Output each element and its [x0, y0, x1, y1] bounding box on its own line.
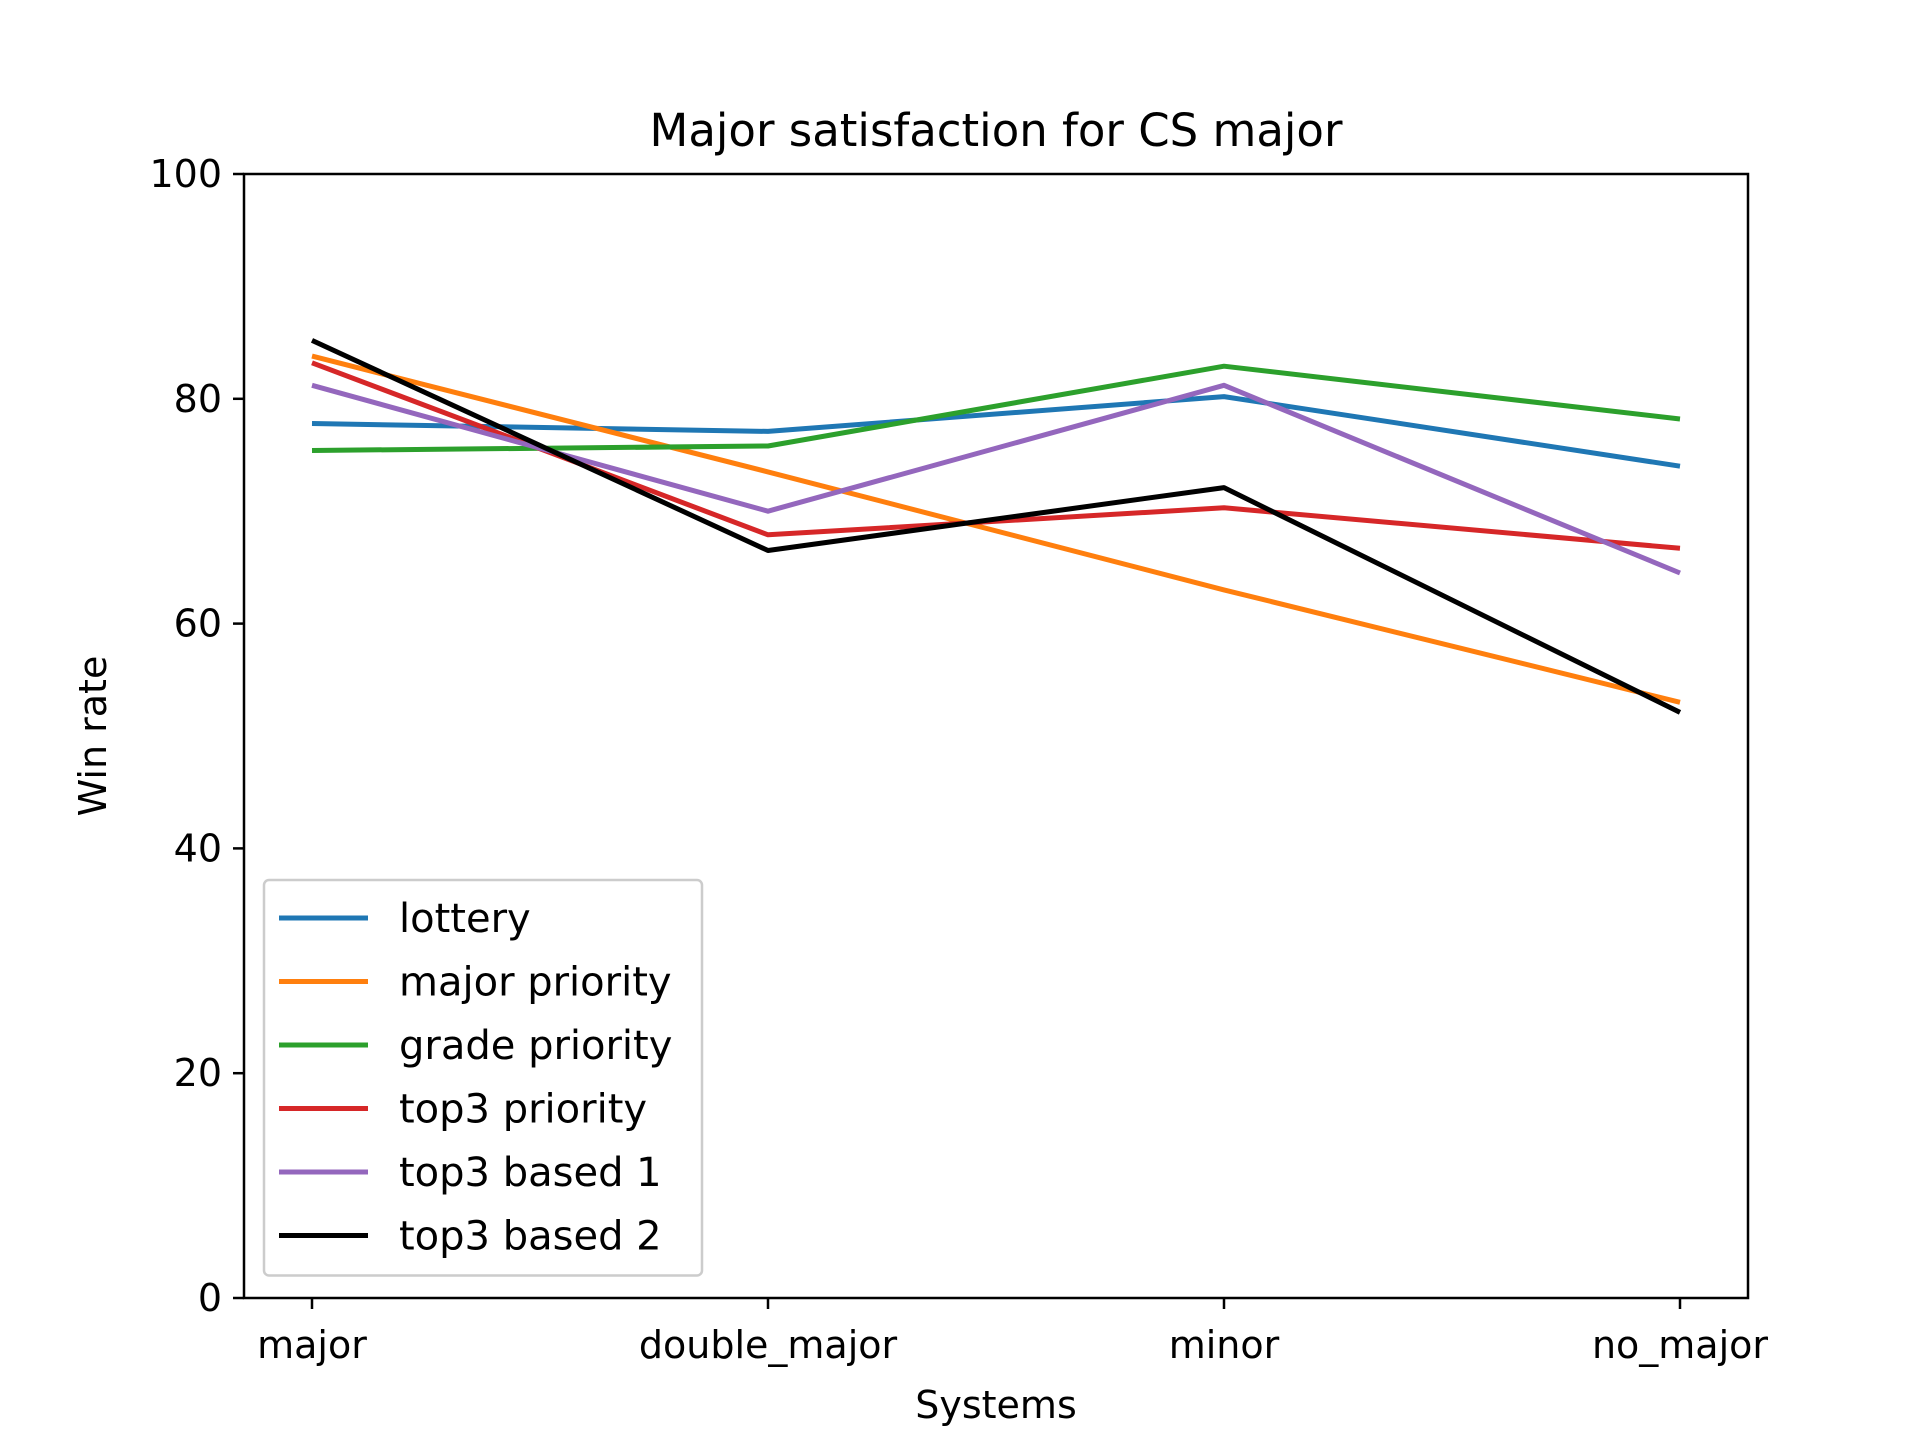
y-tick-label: 40	[174, 826, 222, 870]
legend-label: top3 priority	[399, 1087, 647, 1133]
series-line-top3-based-1	[311, 382, 1681, 576]
y-tick-label: 80	[174, 377, 222, 421]
chart-title: Major satisfaction for CS major	[650, 104, 1343, 157]
legend-label: major priority	[399, 960, 672, 1006]
x-tick-label: double_major	[639, 1323, 898, 1367]
axes-frame	[242, 172, 1750, 1300]
y-axis-label: Win rate	[71, 656, 115, 817]
legend: lottery major priority grade priority top3 …	[262, 878, 704, 1277]
legend-box	[262, 878, 704, 1277]
legend-label: lottery	[399, 896, 531, 942]
legend-label: top3 based 1	[399, 1150, 662, 1196]
y-tick-label: 20	[174, 1051, 222, 1095]
x-tick-label: major	[257, 1323, 367, 1367]
series-line-major-priority	[311, 353, 1681, 705]
y-tick-label: 100	[149, 152, 222, 196]
y-tick-label: 0	[198, 1276, 222, 1320]
x-tick-label: minor	[1169, 1323, 1280, 1367]
y-tick-label: 60	[174, 602, 222, 646]
legend-label: grade priority	[399, 1023, 672, 1069]
legend-label: top3 based 2	[399, 1214, 662, 1260]
plot-area: major double_major minor no_major 0 20 40 60 80 1…	[149, 152, 1768, 1367]
x-tick-label: no_major	[1592, 1323, 1768, 1367]
series-line-lottery	[311, 394, 1681, 469]
series-line-top3-based-2	[310, 338, 1682, 715]
x-axis-label: Systems	[915, 1383, 1077, 1427]
